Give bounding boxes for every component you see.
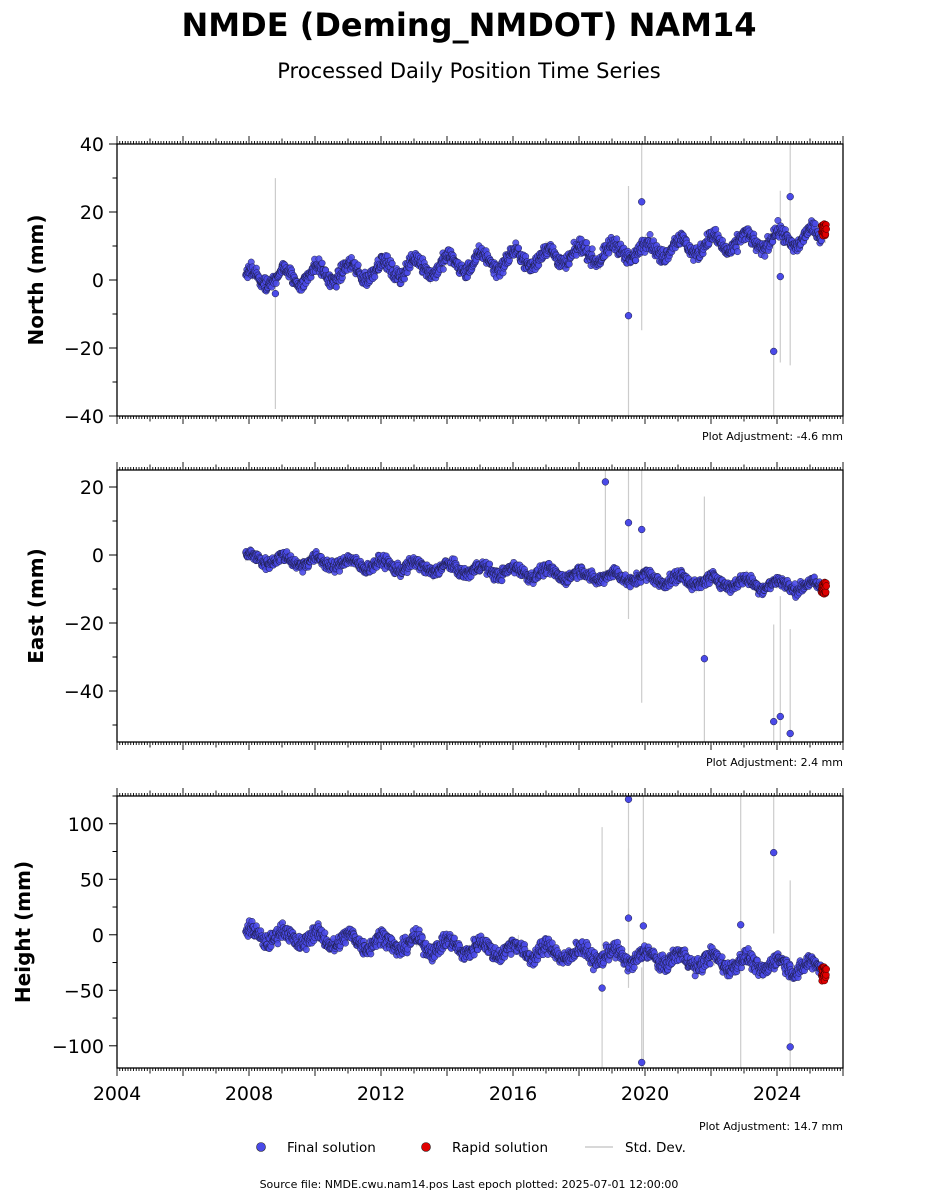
data-point: [811, 220, 819, 228]
outlier-point: [601, 478, 610, 486]
data-point: [388, 260, 396, 268]
y-tick-label: −40: [64, 406, 104, 428]
y-axis-ticks: −40 −20 0 20 40: [64, 134, 117, 428]
outlier-point: [776, 272, 784, 281]
outlier-point: [624, 519, 633, 527]
data-point: [588, 245, 596, 253]
x-axis-ticks: [116, 136, 844, 424]
data-point: [774, 217, 782, 224]
rapid-point: [822, 582, 830, 590]
rapid-point: [822, 588, 830, 596]
data-point: [515, 244, 522, 252]
data-point: [613, 235, 621, 243]
outlier-point: [786, 193, 794, 201]
outlier-point: [700, 655, 709, 663]
data-point: [318, 259, 326, 267]
outlier-point: [271, 289, 280, 298]
outlier-point: [770, 347, 778, 356]
rapid-solution-points: [817, 220, 830, 240]
plot-area: [242, 470, 830, 742]
outlier-point: [776, 712, 784, 721]
y-tick-label: 0: [92, 270, 104, 292]
plot-frame: [116, 143, 844, 417]
data-point: [332, 283, 340, 291]
data-point: [486, 560, 494, 568]
outlier-point: [786, 729, 794, 738]
outlier-point: [770, 717, 778, 726]
data-point: [734, 248, 741, 256]
data-point: [354, 261, 362, 269]
y-tick-label: 40: [80, 134, 104, 156]
chart-subtitle: Processed Daily Position Time Series: [277, 59, 661, 83]
plot-frame: [116, 469, 844, 743]
data-point: [272, 279, 280, 287]
plot-adjustment-label: Plot Adjustment: -4.6 mm: [702, 430, 843, 443]
final-solution-points: [242, 193, 825, 356]
data-point: [646, 231, 654, 238]
outlier-point: [638, 198, 646, 206]
data-point: [583, 239, 591, 247]
data-point: [371, 273, 379, 281]
x-axis-ticks: [116, 462, 844, 750]
data-point: [605, 249, 613, 257]
data-point: [439, 265, 447, 273]
data-point: [565, 260, 573, 268]
outlier-point: [638, 525, 646, 534]
outlier-point: [624, 312, 633, 320]
panels: −40 −20 0 20 40 North (mm) Plot Adjustment: -4…: [11, 134, 844, 1133]
data-point: [299, 568, 307, 576]
rapid-point: [822, 225, 830, 233]
y-tick-label: 20: [80, 202, 104, 224]
y-axis-label: North (mm): [24, 214, 48, 345]
y-tick-label: −20: [64, 338, 104, 360]
final-solution-points: [242, 478, 825, 738]
chart-title: NMDE (Deming_NMDOT) NAM14: [182, 6, 757, 44]
data-point: [498, 577, 506, 585]
panel-1: −40 −20 0 20 40 North (mm) Plot Adjustment: -4…: [24, 134, 844, 443]
data-point: [761, 252, 769, 260]
plot-area: [242, 144, 830, 416]
